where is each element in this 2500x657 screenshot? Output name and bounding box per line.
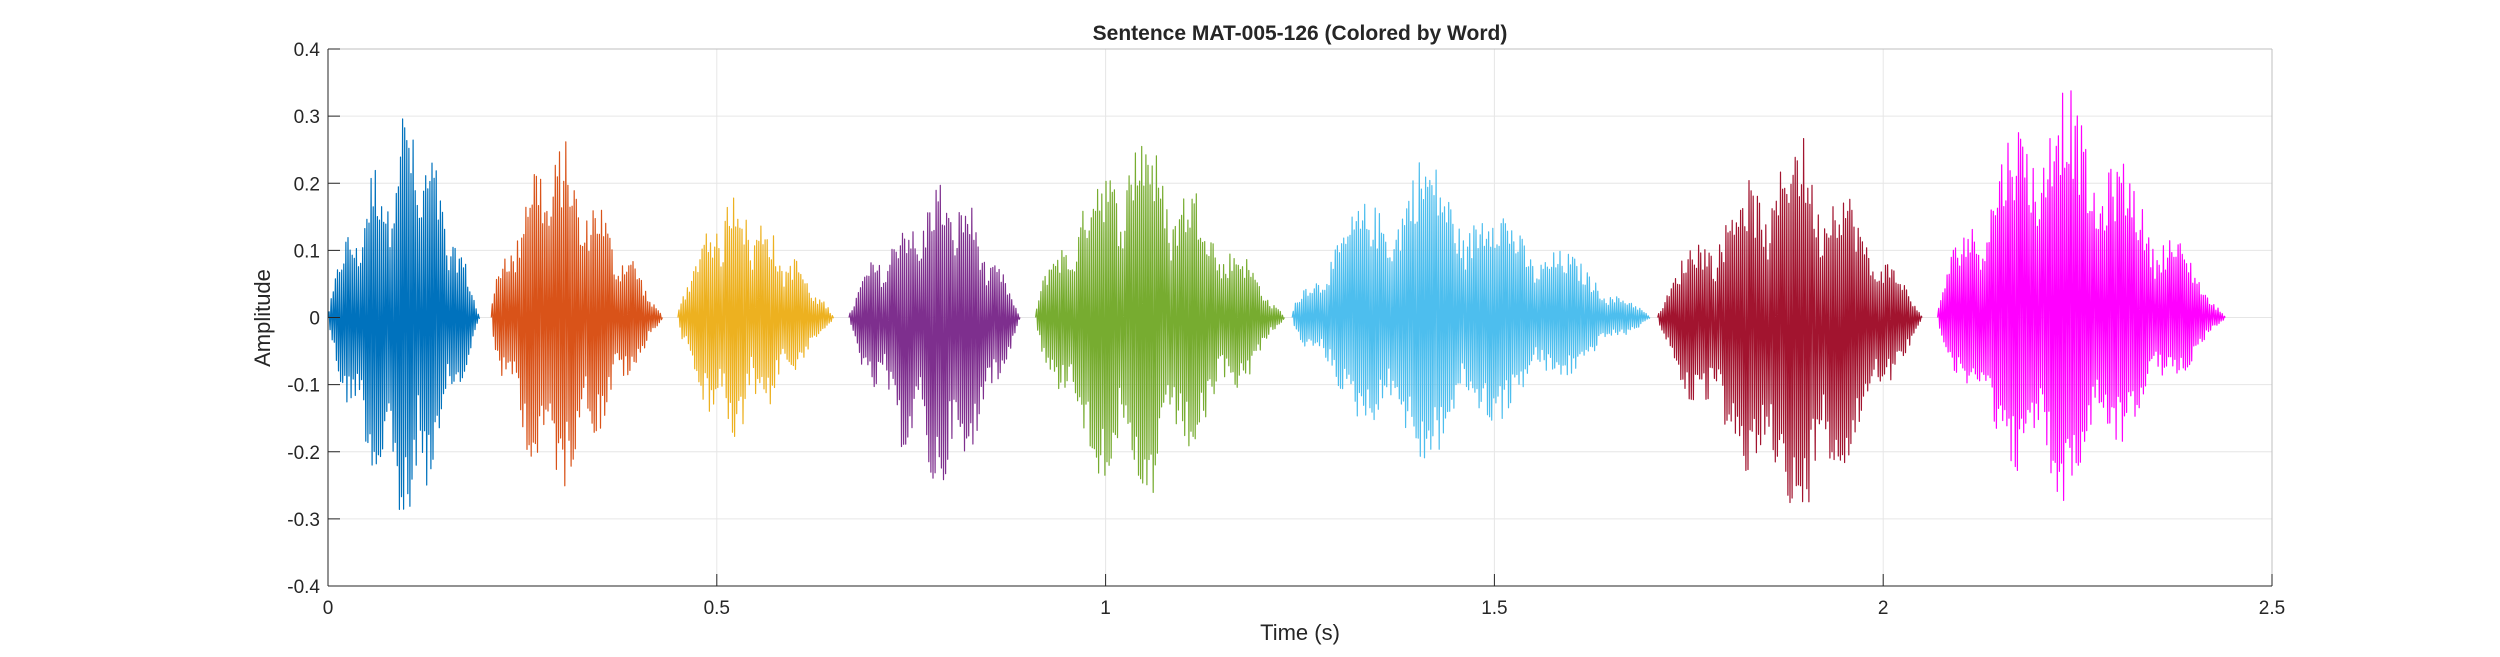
y-tick-label: -0.2 bbox=[287, 443, 320, 464]
y-tick-label: -0.4 bbox=[287, 577, 320, 598]
y-tick-label: -0.3 bbox=[287, 510, 320, 531]
y-tick-label: -0.1 bbox=[287, 376, 320, 397]
waveform-series-2 bbox=[490, 141, 663, 487]
y-tick-label: 0.2 bbox=[294, 174, 320, 195]
y-axis-label: Amplitude bbox=[250, 269, 275, 367]
x-tick-label: 0.5 bbox=[704, 598, 730, 619]
waveform-series-4 bbox=[848, 184, 1021, 481]
waveform-series-6 bbox=[1291, 162, 1651, 459]
y-tick-label: 0.1 bbox=[294, 241, 320, 262]
x-tick-label: 0 bbox=[323, 598, 334, 619]
series-layer bbox=[327, 90, 2226, 510]
x-axis-label: Time (s) bbox=[1260, 620, 1340, 645]
x-tick-label: 2.5 bbox=[2259, 598, 2285, 619]
chart-title: Sentence MAT-005-126 (Colored by Word) bbox=[1093, 22, 1508, 45]
x-tick-label: 1 bbox=[1100, 598, 1111, 619]
axes bbox=[327, 48, 2273, 587]
waveform-series-3 bbox=[677, 197, 834, 437]
y-tick-label: 0.4 bbox=[294, 40, 321, 61]
y-tick-label: 0 bbox=[309, 309, 320, 330]
x-tick-label: 1.5 bbox=[1481, 598, 1507, 619]
waveform-series-7 bbox=[1657, 138, 1923, 504]
waveform-series-1 bbox=[327, 118, 481, 510]
x-tick-label: 2 bbox=[1878, 598, 1889, 619]
tick-labels: 0 0.5 1 1.5 2 2.5 -0.4 -0.3 -0.2 -0.1 0 0.1 0.2 0.3 0.… bbox=[287, 40, 2285, 619]
y-tick-label: 0.3 bbox=[294, 107, 320, 128]
waveform-series-5 bbox=[1035, 145, 1285, 493]
waveform-series-8 bbox=[1937, 90, 2226, 501]
